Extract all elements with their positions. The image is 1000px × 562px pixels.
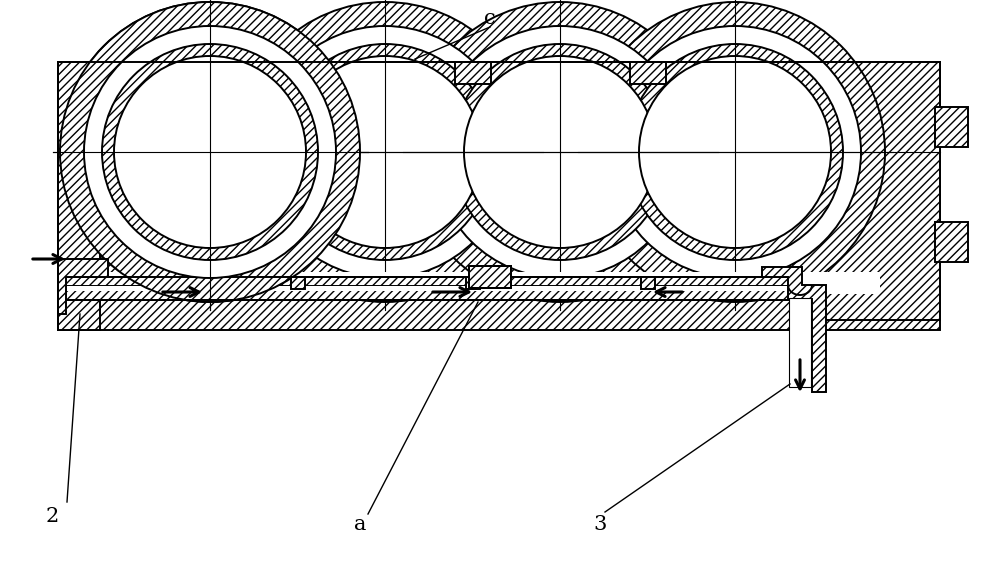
Circle shape bbox=[62, 4, 358, 300]
Polygon shape bbox=[789, 298, 811, 387]
Circle shape bbox=[289, 56, 481, 248]
Polygon shape bbox=[935, 107, 968, 147]
Polygon shape bbox=[58, 259, 108, 314]
Circle shape bbox=[464, 56, 656, 248]
Polygon shape bbox=[58, 62, 100, 330]
Circle shape bbox=[62, 4, 358, 300]
Circle shape bbox=[84, 26, 336, 278]
Circle shape bbox=[259, 26, 511, 278]
Polygon shape bbox=[290, 277, 304, 289]
Polygon shape bbox=[58, 286, 792, 291]
Polygon shape bbox=[466, 277, 480, 289]
Circle shape bbox=[102, 44, 318, 260]
Circle shape bbox=[412, 4, 708, 300]
Polygon shape bbox=[454, 62, 490, 84]
Polygon shape bbox=[590, 272, 880, 294]
Polygon shape bbox=[415, 272, 705, 294]
Circle shape bbox=[434, 26, 686, 278]
Polygon shape bbox=[58, 277, 792, 291]
Circle shape bbox=[114, 56, 306, 248]
Circle shape bbox=[587, 4, 883, 300]
Circle shape bbox=[237, 4, 533, 300]
Polygon shape bbox=[280, 62, 316, 84]
Polygon shape bbox=[762, 267, 826, 392]
Text: a: a bbox=[354, 514, 366, 533]
Polygon shape bbox=[630, 62, 666, 84]
Polygon shape bbox=[240, 272, 530, 294]
Circle shape bbox=[585, 2, 885, 302]
Polygon shape bbox=[58, 286, 792, 300]
Circle shape bbox=[102, 44, 318, 260]
Polygon shape bbox=[935, 222, 968, 262]
Polygon shape bbox=[640, 277, 654, 289]
Polygon shape bbox=[58, 62, 940, 330]
Polygon shape bbox=[469, 266, 511, 288]
Circle shape bbox=[114, 56, 306, 248]
Text: c: c bbox=[484, 10, 496, 29]
Text: 3: 3 bbox=[593, 514, 607, 533]
Circle shape bbox=[410, 2, 710, 302]
Circle shape bbox=[235, 2, 535, 302]
Circle shape bbox=[627, 44, 843, 260]
Polygon shape bbox=[820, 62, 940, 320]
Circle shape bbox=[84, 26, 336, 278]
Text: 2: 2 bbox=[45, 507, 59, 527]
Circle shape bbox=[639, 56, 831, 248]
Circle shape bbox=[277, 44, 493, 260]
Bar bbox=[469, 266, 511, 288]
Circle shape bbox=[452, 44, 668, 260]
Circle shape bbox=[60, 2, 360, 302]
Polygon shape bbox=[65, 272, 355, 294]
Circle shape bbox=[609, 26, 861, 278]
Circle shape bbox=[60, 2, 360, 302]
